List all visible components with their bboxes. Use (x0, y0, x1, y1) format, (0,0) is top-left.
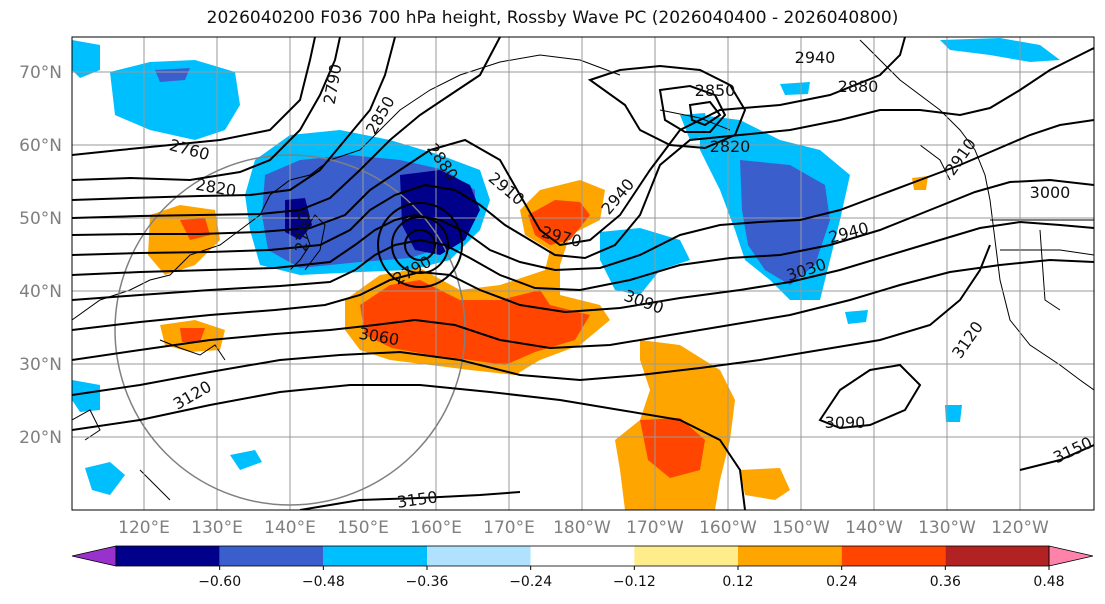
contour-label: 2760 (291, 210, 313, 252)
lon-label: 130°E (191, 518, 243, 538)
positive-anomaly-region (640, 418, 705, 478)
colorbar-segment (323, 546, 427, 566)
colorbar-segment (427, 546, 531, 566)
longitude-axis: 120°E 130°E 140°E 150°E 160°E 170°E 180°… (118, 518, 1049, 538)
colorbar-tick-label: −0.24 (509, 574, 552, 590)
colorbar-tick-label: −0.48 (302, 574, 345, 590)
negative-anomaly-region (72, 40, 100, 78)
colorbar-tick-label: 0.48 (1033, 574, 1064, 590)
colorbar-tick-label: −0.36 (406, 574, 449, 590)
contour-label: 3090 (825, 413, 866, 432)
colorbar-tick-label: 0.12 (722, 574, 753, 590)
lat-label: 60°N (19, 136, 62, 156)
lon-label: 170°W (626, 518, 684, 538)
graticule (72, 37, 1094, 510)
lon-label: 150°W (772, 518, 830, 538)
lon-label: 180°W (553, 518, 611, 538)
colorbar-segment (634, 546, 738, 566)
negative-anomaly-region (230, 450, 262, 470)
lon-label: 170°E (483, 518, 535, 538)
contour-label: 3150 (396, 487, 439, 511)
lat-label: 70°N (19, 63, 62, 83)
contour-label: 2880 (838, 77, 879, 96)
map-panel: 2940 2880 2850 2820 2790 2850 2880 2910 … (72, 37, 1094, 511)
lon-label: 120°W (991, 518, 1049, 538)
contour-label: 3000 (1030, 183, 1071, 202)
negative-anomaly-region (155, 68, 190, 82)
map-frame (71, 36, 1095, 511)
lon-label: 140°E (264, 518, 316, 538)
negative-anomaly-region (740, 160, 830, 285)
colorbar-segment (530, 546, 635, 566)
map-title: 2026040200 F036 700 hPa height, Rossby W… (206, 8, 899, 28)
lon-label: 120°E (118, 518, 170, 538)
contour-label: 2940 (795, 48, 836, 67)
positive-anomaly-region (180, 328, 205, 342)
anomaly-shading (72, 38, 1060, 510)
colorbar-segment (945, 546, 1049, 566)
negative-anomaly-region (85, 462, 125, 495)
lat-label: 30°N (19, 355, 62, 375)
negative-anomaly-region (945, 405, 962, 422)
colorbar-segment (116, 546, 220, 566)
negative-anomaly-region (845, 310, 868, 324)
lat-label: 20°N (19, 428, 62, 448)
contour-label: 2850 (695, 81, 736, 100)
contour-label: 2820 (710, 137, 751, 156)
negative-anomaly-region (110, 60, 240, 140)
colorbar: −0.60 −0.48 −0.36 −0.24 −0.12 0.12 0.24 0.36 0.4… (71, 545, 1094, 590)
lat-label: 40°N (19, 282, 62, 302)
colorbar-tick-label: 0.24 (826, 574, 857, 590)
colorbar-segment (219, 546, 324, 566)
lat-label: 50°N (19, 209, 62, 229)
positive-anomaly-region (360, 280, 590, 365)
lon-label: 160°W (699, 518, 757, 538)
negative-anomaly-region (72, 380, 100, 412)
negative-anomaly-region (780, 82, 810, 95)
height-contours (72, 37, 1094, 510)
lon-label: 160°E (410, 518, 462, 538)
lon-label: 150°E (337, 518, 389, 538)
colorbar-tick-label: −0.60 (198, 574, 241, 590)
positive-anomaly-region (740, 468, 790, 500)
negative-anomaly-region (600, 228, 690, 295)
colorbar-outline (115, 545, 1050, 567)
lon-label: 140°W (845, 518, 903, 538)
colorbar-tick-label: −0.12 (613, 574, 656, 590)
lon-label: 130°W (918, 518, 976, 538)
colorbar-segment (841, 546, 946, 566)
colorbar-tick-label: 0.36 (930, 574, 961, 590)
negative-anomaly-region (940, 38, 1060, 62)
range-circle (114, 154, 466, 506)
colorbar-segment (738, 546, 842, 566)
colorbar-extend-high (1048, 545, 1094, 567)
colorbar-extend-low (71, 545, 117, 567)
latitude-axis: 70°N 60°N 50°N 40°N 30°N 20°N (19, 63, 62, 448)
